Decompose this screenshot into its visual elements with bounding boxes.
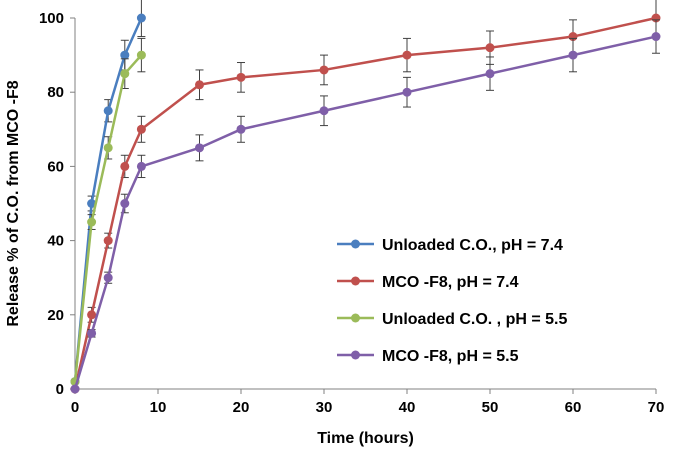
data-point <box>70 384 80 394</box>
y-tick-label: 20 <box>47 307 64 324</box>
legend-marker <box>351 350 360 360</box>
x-tick-label: 10 <box>150 399 167 416</box>
data-point <box>136 161 146 171</box>
data-point <box>103 273 113 283</box>
series-3 <box>70 37 146 387</box>
y-tick-label: 0 <box>56 381 64 398</box>
data-point <box>136 13 146 23</box>
data-point <box>103 236 113 246</box>
legend-label: Unloaded C.O., pH = 7.4 <box>382 237 563 254</box>
data-point <box>103 106 113 116</box>
data-point <box>651 32 661 42</box>
data-point <box>120 199 130 208</box>
legend-item-1: Unloaded C.O., pH = 7.4 <box>337 237 563 254</box>
legend-marker <box>351 313 360 323</box>
data-point <box>402 50 412 60</box>
data-point <box>402 87 412 97</box>
data-point <box>87 310 97 320</box>
x-tick-label: 50 <box>482 399 499 416</box>
y-tick-label: 60 <box>47 158 64 175</box>
data-point <box>120 161 130 171</box>
data-point <box>236 124 246 134</box>
legend-item-2: MCO -F8, pH = 7.4 <box>337 274 519 291</box>
legend-item-4: MCO -F8, pH = 5.5 <box>337 348 519 365</box>
series-layer <box>70 0 661 394</box>
data-point <box>136 124 146 134</box>
data-point <box>195 143 204 153</box>
x-tick-label: 70 <box>648 399 665 416</box>
legend-item-3: Unloaded C.O. , pH = 5.5 <box>337 311 567 328</box>
y-tick-label: 100 <box>39 10 64 27</box>
data-point <box>195 80 204 90</box>
x-tick-label: 0 <box>71 399 79 416</box>
x-tick-label: 20 <box>233 399 250 416</box>
data-point <box>319 106 329 116</box>
y-tick-label: 80 <box>47 84 64 101</box>
x-axis-title: Time (hours) <box>317 430 414 447</box>
data-point <box>120 50 130 60</box>
data-point <box>136 50 146 60</box>
data-point <box>103 143 113 153</box>
legend-label: MCO -F8, pH = 5.5 <box>382 348 519 365</box>
y-axis-title: Release % of C.O. from MCO -F8 <box>5 80 22 326</box>
data-point <box>87 199 97 208</box>
data-point <box>120 69 130 79</box>
legend: Unloaded C.O., pH = 7.4 MCO -F8, pH = 7.4… <box>337 237 567 365</box>
y-tick-label: 40 <box>47 233 64 250</box>
data-point <box>87 328 97 338</box>
legend-marker <box>351 276 360 286</box>
x-tick-label: 40 <box>399 399 416 416</box>
data-point <box>319 65 329 75</box>
series-line <box>73 16 657 390</box>
data-point <box>568 50 578 60</box>
series-line <box>73 35 657 390</box>
axes: 0 20 40 60 80 100 0 10 20 30 40 50 60 70 <box>39 10 664 416</box>
data-point <box>485 69 495 79</box>
x-tick-label: 30 <box>316 399 333 416</box>
data-point <box>485 43 495 53</box>
series-line <box>73 17 143 382</box>
x-tick-label: 60 <box>565 399 582 416</box>
legend-marker <box>351 239 360 249</box>
data-point <box>236 72 246 82</box>
data-point <box>87 217 97 227</box>
series-4 <box>70 19 661 394</box>
legend-label: MCO -F8, pH = 7.4 <box>382 274 519 291</box>
legend-label: Unloaded C.O. , pH = 5.5 <box>382 311 567 328</box>
